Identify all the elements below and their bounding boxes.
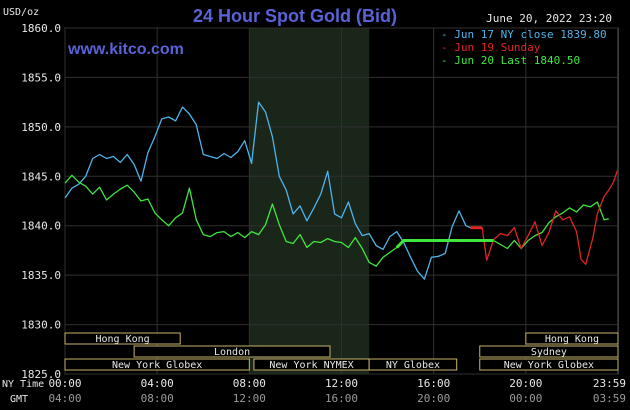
x-tick-label-gmt: 04:00 <box>48 392 81 405</box>
x-tick-label: 23:59 <box>593 377 626 390</box>
x-tick-label: 20:00 <box>509 377 542 390</box>
series-lines <box>64 101 619 280</box>
market-band-box <box>64 332 181 345</box>
x-tick-label: 16:00 <box>417 377 450 390</box>
market-band: New York Globex <box>64 358 250 371</box>
x-tick-label: 08:00 <box>233 377 266 390</box>
grid-lines <box>64 27 619 375</box>
ny-time-label: NY Time <box>2 379 44 390</box>
market-band-box <box>479 345 619 358</box>
nymex-session-shade <box>249 28 370 374</box>
market-band-box <box>368 358 458 371</box>
x-tick-label: 00:00 <box>48 377 81 390</box>
market-band-label: New York Globex <box>112 360 202 371</box>
market-band-box <box>64 358 250 371</box>
market-band: NY Globex <box>368 358 458 371</box>
market-band: Hong Kong <box>525 332 619 345</box>
market-band: Hong Kong <box>64 332 181 345</box>
y-tick-label: 1860.0 <box>21 22 61 35</box>
y-tick-label: 1840.0 <box>21 220 61 233</box>
y-tick-label: 1835.0 <box>21 269 61 282</box>
x-tick-label-gmt: 08:00 <box>141 392 174 405</box>
chart-title: 24 Hour Spot Gold (Bid) <box>193 6 397 26</box>
market-band: New York NYMEX <box>253 358 370 371</box>
market-band: Sydney <box>479 345 619 358</box>
y-tick-label: 1830.0 <box>21 319 61 332</box>
market-band-label: London <box>214 347 250 358</box>
series-flat-segment <box>395 239 494 249</box>
market-session-bands: Hong Kong London New York Globex New York N… <box>64 332 619 371</box>
x-tick-label: 04:00 <box>141 377 174 390</box>
x-axis-ticks: 00:00 04:00 04:00 08:00 08:00 12:00 12:00 16:00… <box>48 377 626 405</box>
legend-entry-2: - Jun 20 Last 1840.50 <box>441 54 580 67</box>
market-band-box <box>133 345 331 358</box>
unit-label: USD/oz <box>3 7 39 18</box>
nymex-shade-area <box>249 28 370 374</box>
market-band-label: NY Globex <box>386 360 440 371</box>
market-band-label: Sydney <box>531 347 567 358</box>
legend-entry-1: - Jun 19 Sunday <box>441 41 541 54</box>
x-tick-label-gmt: 20:00 <box>417 392 450 405</box>
market-band-label: New York Globex <box>504 360 594 371</box>
market-band-label: New York NYMEX <box>269 360 353 371</box>
market-band-box <box>525 332 619 345</box>
legend: - Jun 17 NY close 1839.80- Jun 19 Sunday… <box>441 28 607 67</box>
site-url: www.kitco.com <box>67 41 184 58</box>
y-tick-label: 1845.0 <box>21 170 61 183</box>
timestamp: June 20, 2022 23:20 <box>486 12 612 25</box>
x-tick-label-gmt: 03:59 <box>593 392 626 405</box>
x-tick-label: 12:00 <box>325 377 358 390</box>
y-tick-label: 1825.0 <box>21 368 61 381</box>
x-tick-label-gmt: 12:00 <box>233 392 266 405</box>
market-band: London <box>133 345 331 358</box>
market-band-label: Hong Kong <box>96 334 150 345</box>
x-tick-label-gmt: 16:00 <box>325 392 358 405</box>
market-band-label: Hong Kong <box>545 334 599 345</box>
gmt-label: GMT <box>10 394 28 405</box>
series-line-2 <box>64 174 609 267</box>
y-tick-label: 1850.0 <box>21 121 61 134</box>
market-band-box <box>479 358 619 371</box>
y-axis-ticks: 1825.0 1830.0 1835.0 1840.0 1845.0 1850.0 1855… <box>21 22 61 381</box>
market-band: New York Globex <box>479 358 619 371</box>
x-tick-label-gmt: 00:00 <box>509 392 542 405</box>
series-line-0 <box>64 101 471 280</box>
legend-entry-0: - Jun 17 NY close 1839.80 <box>441 28 607 41</box>
y-tick-label: 1855.0 <box>21 71 61 84</box>
